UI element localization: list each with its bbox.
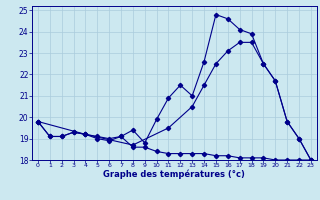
X-axis label: Graphe des températures (°c): Graphe des températures (°c) — [103, 170, 245, 179]
